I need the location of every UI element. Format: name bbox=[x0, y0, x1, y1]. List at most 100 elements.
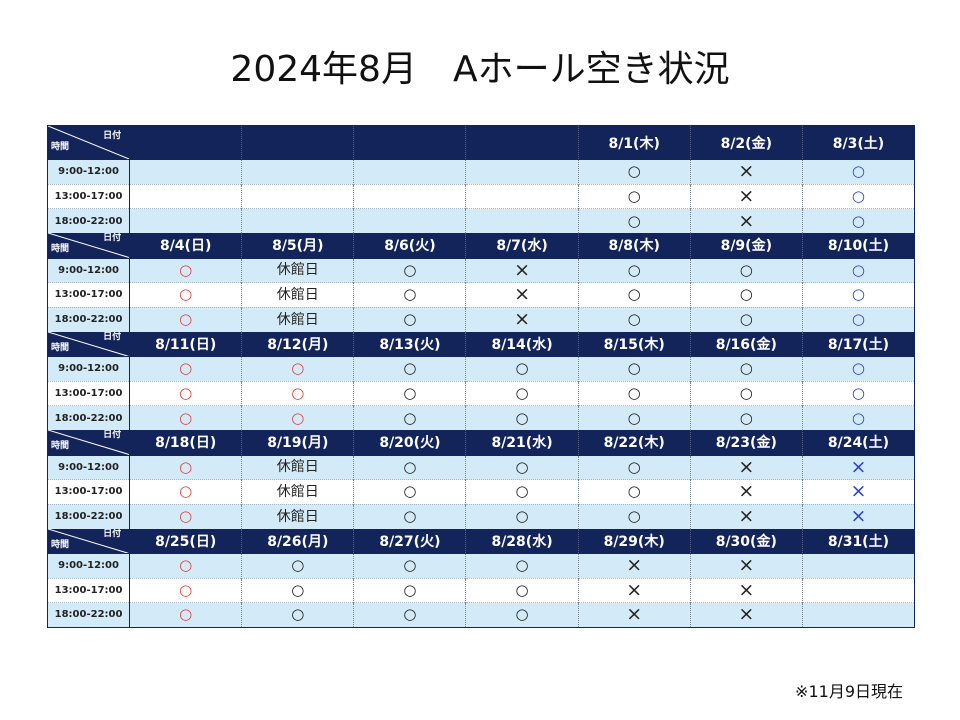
corner-header-cell: 日付 時間 bbox=[47, 430, 131, 455]
availability-cell: ○ bbox=[129, 306, 242, 332]
date-header: 8/1(木) bbox=[577, 125, 691, 160]
diagonal-divider bbox=[48, 126, 129, 159]
availability-cell: ○ bbox=[129, 553, 242, 578]
date-header: 8/20(火) bbox=[353, 430, 466, 455]
availability-cell: ○ bbox=[241, 553, 354, 578]
availability-cell: ○ bbox=[129, 479, 242, 504]
time-slot-label: 18:00-22:00 bbox=[47, 208, 131, 233]
time-slot-label: 9:00-12:00 bbox=[47, 454, 131, 480]
availability-cell: ○ bbox=[577, 479, 691, 504]
diagonal-divider bbox=[48, 529, 129, 554]
diagonal-divider bbox=[48, 332, 129, 357]
time-slot-row: 13:00-17:00 ○ 休館日 ○ × ○ ○ ○ bbox=[47, 282, 915, 307]
availability-cell: ○ bbox=[353, 356, 466, 381]
availability-cell: × bbox=[689, 159, 803, 184]
availability-cell: ○ bbox=[353, 405, 466, 430]
availability-cell: ○ bbox=[689, 405, 803, 430]
time-slot-label: 18:00-22:00 bbox=[47, 602, 131, 627]
date-header: 8/28(水) bbox=[465, 528, 579, 554]
time-slot-label: 13:00-17:00 bbox=[47, 183, 131, 209]
date-header: 8/7(水) bbox=[465, 233, 579, 258]
date-header: 8/9(金) bbox=[689, 233, 803, 258]
availability-cell: × bbox=[801, 503, 915, 529]
availability-cell: × bbox=[465, 306, 579, 332]
date-header: 8/19(月) bbox=[241, 430, 354, 455]
time-slot-row: 18:00-22:00 ○ ○ ○ ○ ○ ○ ○ bbox=[47, 405, 915, 430]
corner-header-cell: 日付 時間 bbox=[47, 233, 131, 258]
availability-cell: ○ bbox=[801, 257, 915, 283]
time-slot-label: 18:00-22:00 bbox=[47, 405, 131, 430]
date-header bbox=[129, 125, 242, 160]
availability-cell: × bbox=[689, 183, 803, 209]
diagonal-divider bbox=[48, 233, 129, 258]
date-axis-label: 日付 bbox=[103, 233, 122, 244]
availability-cell: ○ bbox=[129, 257, 242, 283]
date-axis-label: 日付 bbox=[103, 528, 122, 539]
availability-cell: ○ bbox=[465, 577, 579, 603]
date-header: 8/24(土) bbox=[801, 430, 915, 455]
availability-cell bbox=[353, 159, 466, 184]
time-slot-row: 13:00-17:00 ○ ○ ○ ○ × × bbox=[47, 577, 915, 603]
availability-cell: ○ bbox=[801, 306, 915, 332]
availability-cell: ○ bbox=[129, 380, 242, 406]
date-axis-label: 日付 bbox=[103, 130, 122, 141]
availability-cell: ○ bbox=[577, 306, 691, 332]
availability-cell: ○ bbox=[129, 602, 242, 627]
availability-cell: ○ bbox=[801, 380, 915, 406]
availability-cell bbox=[465, 208, 579, 233]
availability-cell: ○ bbox=[129, 356, 242, 381]
date-header: 8/13(火) bbox=[353, 331, 466, 357]
availability-cell: ○ bbox=[241, 380, 354, 406]
availability-cell: ○ bbox=[577, 405, 691, 430]
date-header bbox=[465, 125, 579, 160]
week-header-row: 日付 時間 8/11(日) 8/12(月) 8/13(火) 8/14(水) 8/15(木) 8… bbox=[47, 331, 915, 357]
availability-cell: 休館日 bbox=[241, 282, 354, 307]
diagonal-divider bbox=[48, 430, 129, 455]
availability-cell: ○ bbox=[353, 380, 466, 406]
availability-cell: ○ bbox=[689, 380, 803, 406]
date-header: 8/15(木) bbox=[577, 331, 691, 357]
availability-cell: ○ bbox=[689, 257, 803, 283]
time-axis-label: 時間 bbox=[51, 441, 70, 452]
time-slot-label: 13:00-17:00 bbox=[47, 380, 131, 406]
availability-cell: ○ bbox=[241, 577, 354, 603]
availability-cell bbox=[801, 553, 915, 578]
date-header: 8/3(土) bbox=[801, 125, 915, 160]
availability-cell: ○ bbox=[129, 454, 242, 480]
availability-cell: ○ bbox=[801, 183, 915, 209]
availability-cell: ○ bbox=[353, 282, 466, 307]
availability-cell: ○ bbox=[465, 479, 579, 504]
availability-cell: × bbox=[801, 479, 915, 504]
date-header: 8/18(日) bbox=[129, 430, 242, 455]
date-header bbox=[241, 125, 354, 160]
availability-cell: ○ bbox=[577, 356, 691, 381]
availability-cell: × bbox=[689, 479, 803, 504]
date-header: 8/22(木) bbox=[577, 430, 691, 455]
week-header-row: 日付 時間 8/25(日) 8/26(月) 8/27(火) 8/28(水) 8/29(木) 8… bbox=[47, 528, 915, 554]
availability-cell: × bbox=[465, 257, 579, 283]
availability-cell: ○ bbox=[577, 454, 691, 480]
week-header-row: 日付 時間 8/4(日) 8/5(月) 8/6(火) 8/7(水) 8/8(木) 8/9(金)… bbox=[47, 233, 915, 258]
availability-cell: × bbox=[577, 553, 691, 578]
date-header: 8/6(火) bbox=[353, 233, 466, 258]
availability-cell bbox=[129, 208, 242, 233]
time-slot-row: 9:00-12:00 ○ × ○ bbox=[47, 159, 915, 184]
availability-cell: 休館日 bbox=[241, 454, 354, 480]
page-title: 2024年8月 Aホール空き状況 bbox=[230, 49, 730, 90]
availability-cell: × bbox=[465, 282, 579, 307]
time-slot-label: 9:00-12:00 bbox=[47, 356, 131, 381]
date-header: 8/8(木) bbox=[577, 233, 691, 258]
time-slot-label: 13:00-17:00 bbox=[47, 479, 131, 504]
corner-header-cell: 日付 時間 bbox=[47, 125, 131, 160]
availability-cell bbox=[129, 183, 242, 209]
date-header: 8/14(水) bbox=[465, 331, 579, 357]
availability-cell: ○ bbox=[577, 208, 691, 233]
as-of-note: ※11月9日現在 bbox=[795, 682, 903, 701]
availability-cell: ○ bbox=[129, 503, 242, 529]
date-header: 8/30(金) bbox=[689, 528, 803, 554]
availability-cell: ○ bbox=[353, 306, 466, 332]
availability-cell: ○ bbox=[241, 356, 354, 381]
availability-cell: ○ bbox=[689, 282, 803, 307]
availability-cell: 休館日 bbox=[241, 306, 354, 332]
availability-cell: ○ bbox=[801, 282, 915, 307]
